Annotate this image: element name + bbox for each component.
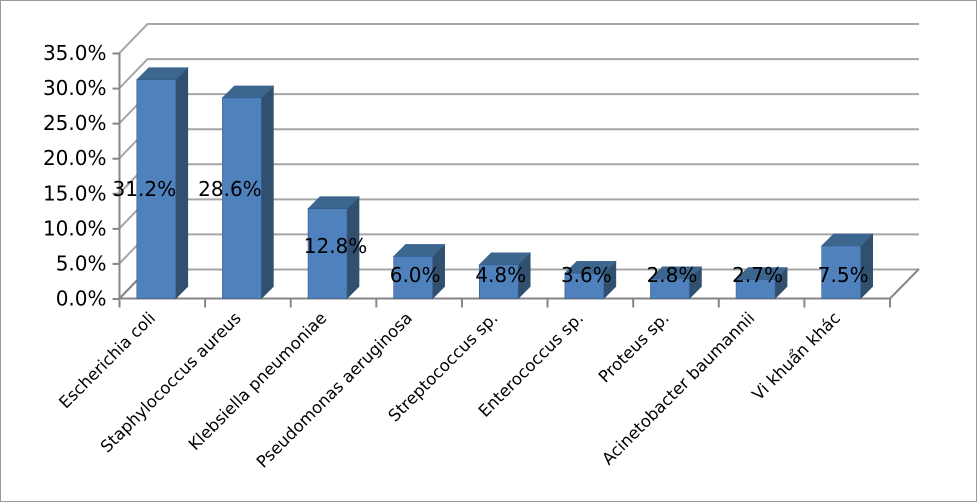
bar	[307, 195, 360, 300]
bar	[735, 266, 788, 300]
floor-right-depth-edge	[889, 268, 920, 300]
bar-front-face	[478, 264, 519, 299]
bar-front-face	[307, 208, 348, 299]
bar-front-face	[821, 245, 861, 299]
bar-data-label: 4.8%	[475, 263, 526, 287]
bar-front-face	[650, 278, 690, 299]
bar-data-label: 31.2%	[113, 177, 177, 201]
y-axis-tick-label: 35.0%	[43, 41, 107, 65]
bar	[136, 66, 189, 300]
bar-data-label: 28.6%	[198, 177, 262, 201]
bar-data-label: 12.8%	[304, 234, 368, 258]
depth-connector	[118, 57, 149, 89]
bars-group	[136, 66, 874, 300]
bar	[221, 85, 275, 300]
x-axis-ticks	[118, 298, 891, 308]
bar	[392, 243, 446, 300]
y-axis-tick-label: 30.0%	[43, 76, 107, 100]
bar-front-face	[222, 97, 262, 299]
bar-data-label: 3.6%	[561, 263, 612, 287]
bar	[478, 252, 531, 300]
bar-data-label: 6.0%	[390, 263, 441, 287]
depth-connector	[118, 22, 149, 54]
bar	[649, 266, 703, 300]
y-axis-tick-labels: 0.0% 5.0% 10.0% 15.0% 20.0% 25.0% 30.0% 35.0%	[43, 41, 107, 311]
data-labels-group: 31.2% 28.6% 12.8% 6.0% 4.8% 3.6% 2.8% 2.7% 7.5%	[113, 177, 869, 287]
y-axis-tick-label: 25.0%	[43, 111, 107, 135]
y-axis-tick-label: 20.0%	[43, 146, 107, 170]
y-axis-tick-label: 5.0%	[56, 251, 107, 275]
gridlines-group	[148, 23, 919, 271]
bar-front-face	[735, 279, 776, 299]
y-axis-tick-label: 0.0%	[56, 287, 107, 311]
bar-data-label: 7.5%	[818, 263, 869, 287]
bar-data-label: 2.8%	[647, 263, 698, 287]
bar-data-label: 2.7%	[732, 263, 783, 287]
y-axis-tick-label: 10.0%	[43, 216, 107, 240]
bar	[564, 260, 617, 300]
bar-front-face	[136, 79, 177, 299]
bar	[820, 233, 874, 300]
bar-front-face	[393, 256, 433, 299]
y-axis-ticks	[112, 52, 120, 300]
bar-side-face	[175, 66, 189, 300]
bar-side-face	[261, 85, 274, 300]
y-axis-tick-label: 15.0%	[43, 181, 107, 205]
bar-front-face	[564, 272, 605, 299]
